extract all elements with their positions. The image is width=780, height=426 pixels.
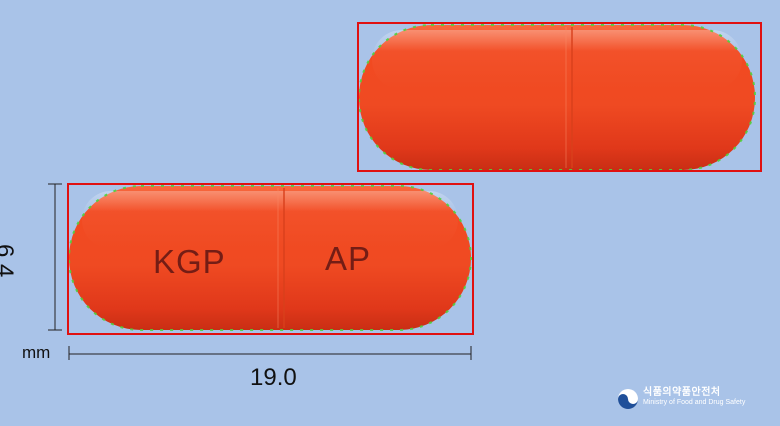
unit-label: mm [22, 343, 51, 362]
width-label: 19.0 [250, 364, 297, 391]
capsule-bottom-left [67, 183, 474, 335]
logo-spacer [617, 386, 639, 408]
mfds-emblem-icon [618, 389, 638, 409]
mfds-logo: 식품의약품안전처 Ministry of Food and Drug Safet… [617, 386, 745, 408]
height-value: 6.4 [0, 244, 18, 278]
bounding-box-top-right [357, 22, 762, 172]
capsule-top-right [357, 22, 762, 172]
height-label: 6.4 [0, 244, 18, 304]
imprint-kgp: KGP [153, 243, 226, 280]
logo-english-name: Ministry of Food and Drug Safety [643, 398, 746, 406]
logo-korean-name: 식품의약품안전처 [643, 387, 721, 399]
width-dimension-line [68, 346, 472, 360]
height-dimension-line [48, 183, 62, 331]
logo-text: 식품의약품안전처 Ministry of Food and Drug Safet… [643, 388, 745, 406]
bounding-box-bottom-left [67, 183, 474, 335]
imprint-ap: AP [325, 240, 372, 277]
